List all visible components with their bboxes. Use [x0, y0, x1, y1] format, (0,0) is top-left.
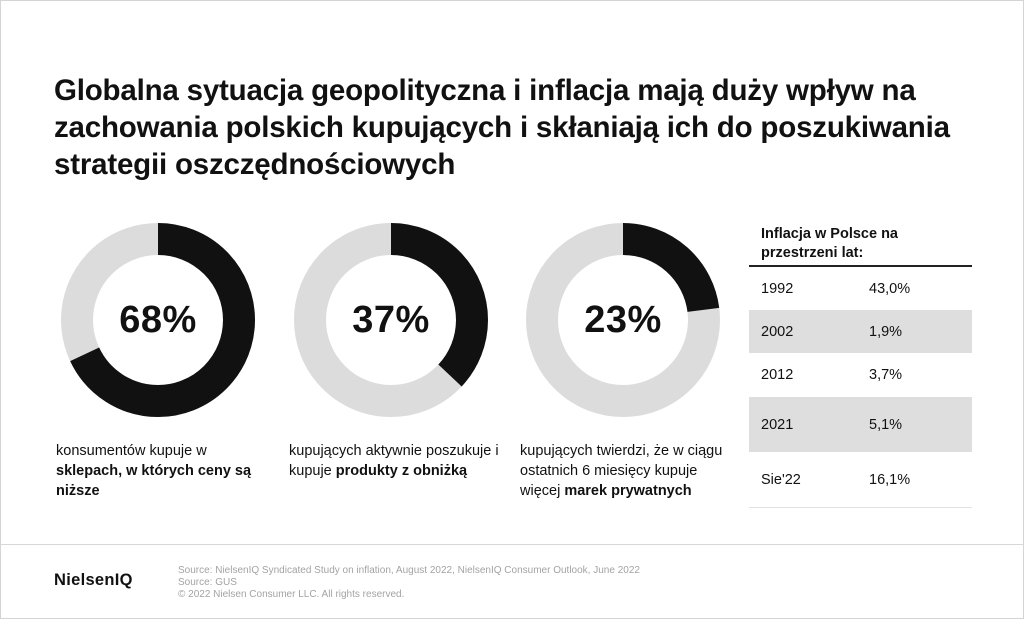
caption-text-1: konsumentów kupuje w	[56, 443, 207, 459]
donut-arc-3	[526, 223, 720, 417]
table-cell-value: 1,9%	[869, 323, 903, 340]
table-row: Sie'22 16,1%	[749, 452, 972, 507]
donut-arc-1	[61, 223, 255, 417]
table-row: 2002 1,9%	[749, 310, 972, 353]
footer-copyright: © 2022 Nielsen Consumer LLC. All rights …	[178, 589, 405, 600]
donut-chart-3	[525, 222, 721, 418]
donut-svg-1	[61, 223, 255, 417]
table-cell-year: Sie'22	[761, 471, 801, 488]
footer-source-2: Source: GUS	[178, 577, 237, 588]
donut-value-3: 23%	[584, 298, 662, 341]
caption-text-3: kupujących twierdzi, że w ciągu ostatnic…	[520, 443, 723, 499]
donut-chart-1	[60, 222, 256, 418]
nielseniq-logo: NielsenIQ	[54, 571, 133, 589]
donut-svg-2	[294, 223, 488, 417]
donut-arc-2	[294, 223, 488, 417]
caption-bold-2: produkty z obniżką	[335, 463, 468, 479]
caption-bold-3: marek prywatnych	[564, 483, 692, 499]
footer-divider	[0, 544, 1024, 545]
table-cell-value: 16,1%	[869, 471, 911, 488]
donut-value-1: 68%	[119, 298, 197, 341]
table-row: 1992 43,0%	[749, 267, 972, 310]
table-cell-year: 2021	[761, 416, 794, 433]
donut-caption-1: konsumentów kupuje w sklepach, w których…	[56, 441, 266, 501]
table-cell-value: 3,7%	[869, 367, 903, 383]
caption-text-2: kupujących aktywnie poszukuje i kupuje	[289, 443, 499, 479]
inflation-table-bottom-rule	[749, 507, 972, 508]
table-cell-value: 5,1%	[869, 416, 903, 433]
donut-caption-2: kupujących aktywnie poszukuje i kupuje p…	[289, 441, 499, 481]
donut-svg-3	[526, 223, 720, 417]
table-cell-year: 2002	[761, 323, 794, 340]
table-cell-year: 2012	[761, 367, 794, 383]
inflation-table-title: Inflacja w Polsce na przestrzeni lat:	[761, 226, 898, 261]
caption-bold-1: sklepach, w których ceny są niższe	[56, 463, 252, 499]
donut-caption-3: kupujących twierdzi, że w ciągu ostatnic…	[520, 441, 725, 501]
table-row: 2012 3,7%	[749, 353, 972, 397]
inflation-table-header-rule	[749, 265, 972, 267]
donut-chart-2	[293, 222, 489, 418]
table-cell-value: 43,0%	[869, 280, 911, 297]
donut-value-2: 37%	[352, 298, 430, 341]
page-title: Globalna sytuacja geopolityczna i inflac…	[54, 74, 950, 181]
table-row: 2021 5,1%	[749, 397, 972, 452]
footer-source-1: Source: NielsenIQ Syndicated Study on in…	[178, 565, 640, 576]
table-cell-year: 1992	[761, 280, 794, 297]
